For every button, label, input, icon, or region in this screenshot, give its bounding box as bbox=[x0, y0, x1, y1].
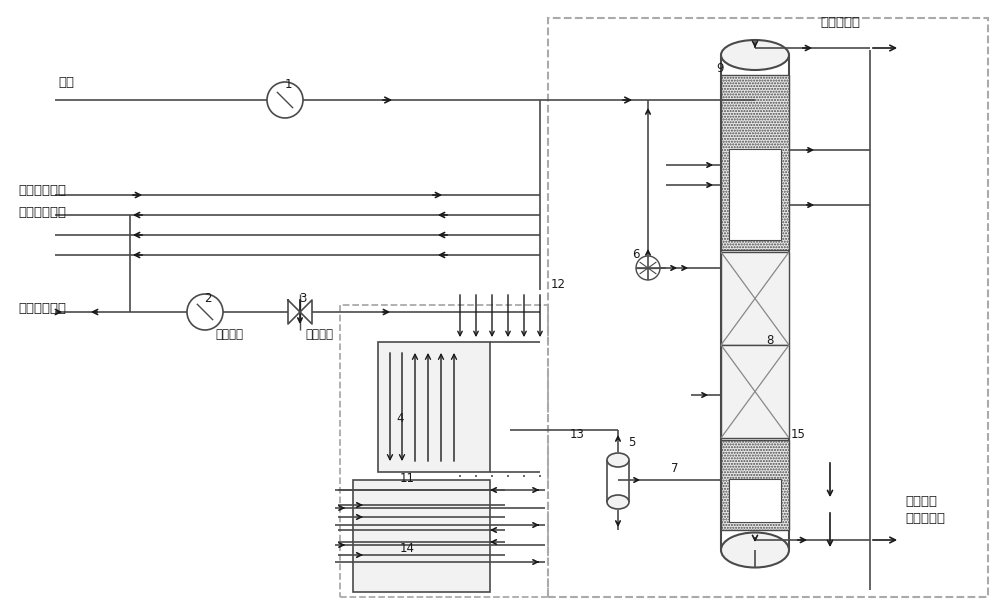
Bar bbox=[721, 252, 789, 345]
Text: 循环水进: 循环水进 bbox=[305, 328, 333, 342]
Text: 6: 6 bbox=[632, 249, 640, 261]
Circle shape bbox=[187, 294, 223, 330]
Text: 高纯液氧
产品出冷箱: 高纯液氧 产品出冷箱 bbox=[905, 495, 945, 525]
Text: 含氯废气放空: 含氯废气放空 bbox=[18, 207, 66, 219]
Text: 13: 13 bbox=[570, 429, 584, 441]
Circle shape bbox=[267, 82, 303, 118]
Ellipse shape bbox=[721, 533, 789, 567]
Text: 2: 2 bbox=[204, 291, 212, 305]
Text: 9: 9 bbox=[716, 61, 724, 75]
Bar bbox=[378, 342, 490, 472]
Bar bbox=[721, 440, 789, 530]
Text: 液氧: 液氧 bbox=[58, 77, 74, 89]
Text: 12: 12 bbox=[550, 278, 566, 291]
Text: 5: 5 bbox=[628, 435, 636, 449]
Ellipse shape bbox=[607, 495, 629, 509]
Text: 3: 3 bbox=[299, 291, 307, 305]
Bar bbox=[721, 345, 789, 438]
Text: 氮气出上塔: 氮气出上塔 bbox=[820, 15, 860, 29]
Text: 11: 11 bbox=[400, 471, 415, 485]
Text: 氮氩精制尾气: 氮氩精制尾气 bbox=[18, 184, 66, 196]
Text: 7: 7 bbox=[671, 461, 679, 474]
Text: 1: 1 bbox=[284, 78, 292, 91]
Bar bbox=[353, 480, 490, 592]
Bar bbox=[729, 479, 781, 522]
Text: 循环水回: 循环水回 bbox=[215, 328, 243, 342]
Text: 8: 8 bbox=[766, 334, 774, 347]
Text: 余量氮气放空: 余量氮气放空 bbox=[18, 302, 66, 314]
Text: 4: 4 bbox=[396, 412, 404, 424]
Bar bbox=[729, 149, 781, 240]
Text: 15: 15 bbox=[791, 429, 805, 441]
Bar bbox=[548, 18, 988, 597]
Bar bbox=[721, 75, 789, 250]
Text: 14: 14 bbox=[400, 542, 415, 554]
Ellipse shape bbox=[721, 40, 789, 70]
Ellipse shape bbox=[607, 453, 629, 467]
Bar bbox=[340, 305, 548, 597]
